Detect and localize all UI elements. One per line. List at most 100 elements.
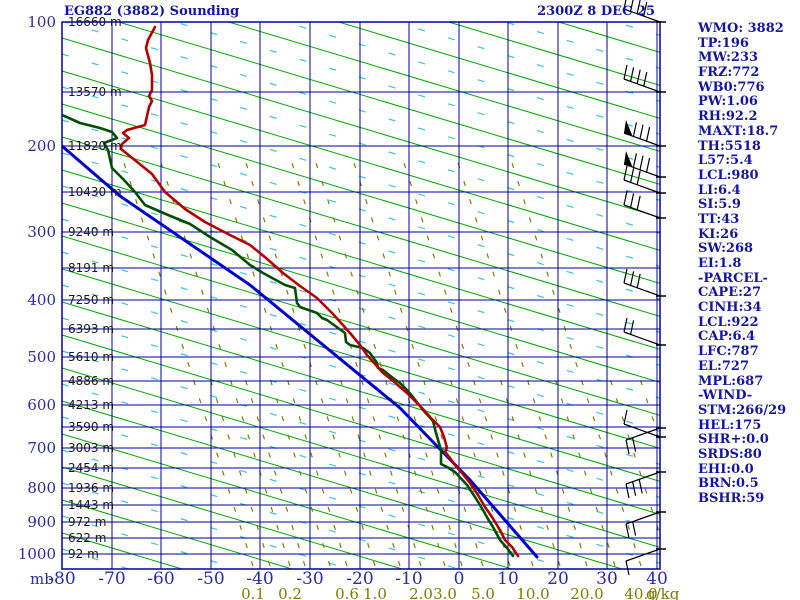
height-label: 4886 m [68, 374, 115, 388]
height-label: 92 m [68, 547, 99, 561]
stat-line: CAPE:27 [698, 285, 762, 301]
stat-line: PW:1.06 [698, 94, 758, 110]
stat-line: FRZ:772 [698, 65, 760, 81]
stat-line: EI:1.8 [698, 256, 742, 271]
stat-line: -WIND- [698, 388, 753, 404]
height-label: 16660 m [68, 15, 122, 29]
wind-barb-column [623, 0, 666, 576]
wind-barb [623, 190, 666, 219]
stat-line: WMO: 3882 [698, 21, 784, 36]
stat-line: LCL:922 [698, 314, 759, 330]
height-label: 4213 m [68, 398, 115, 412]
wind-barb [625, 427, 666, 455]
wind-barb [623, 120, 666, 147]
mixing-ratio-tick-label: 20.0 [570, 585, 604, 600]
stat-line: SI:5.9 [698, 197, 741, 213]
wind-barb [623, 165, 666, 194]
wind-barb [623, 0, 666, 23]
stat-line: SW:268 [698, 241, 754, 257]
temperature-tick-label: -80 [48, 569, 76, 589]
mixing-ratio-tick-label: 5.0 [471, 585, 495, 600]
pressure-unit-label: mb [30, 570, 54, 588]
stats-panel: WMO: 3882 TP:196 MW:233 FRZ:772 WB0:776 PW:1.… [698, 21, 787, 507]
wind-barb [623, 64, 666, 93]
chart-datetime: 2300Z 8 DEC 25 [537, 4, 655, 19]
stat-line: BRN:0.5 [698, 476, 759, 492]
stat-line: TP:196 [698, 35, 749, 51]
mixing-ratio-tick-label: 40.0 [624, 585, 658, 600]
stat-line: WB0:776 [698, 79, 765, 95]
height-label: 1443 m [68, 498, 115, 512]
height-label: 1936 m [68, 481, 115, 495]
stat-line: STM:266/29 [698, 402, 787, 418]
height-label: 7250 m [68, 293, 115, 307]
temperature-tick-label: 30 [596, 569, 618, 589]
pressure-tick-label: 900 [27, 513, 56, 531]
mixing-ratio-tick-label: 10.0 [516, 585, 550, 600]
height-label: 13570 m [68, 85, 122, 99]
stat-line: MW:233 [698, 50, 759, 66]
temperature-tick-label: 0 [453, 569, 465, 589]
temperature-tick-label: -70 [98, 569, 126, 589]
wind-barb [623, 268, 666, 297]
mixing-ratio-unit-label: g/kg [646, 585, 680, 600]
pressure-tick-label: 700 [27, 439, 56, 457]
mixing-ratio-tick-label: 3.0 [433, 585, 457, 600]
stat-line: LCL:980 [698, 167, 759, 183]
wind-barb [623, 151, 666, 178]
stat-line: EL:727 [698, 358, 749, 374]
stat-line: MAXT:18.7 [698, 123, 779, 139]
pressure-tick-label: 300 [27, 223, 56, 241]
temperature-tick-label: 10 [497, 569, 519, 589]
stat-line: BSHR:59 [698, 491, 765, 506]
stat-line: LI:6.4 [698, 182, 741, 198]
pressure-tick-label: 800 [27, 479, 56, 497]
stat-line: LFC:787 [698, 344, 759, 360]
pressure-tick-label: 1000 [17, 545, 56, 563]
stat-line: -PARCEL- [698, 270, 768, 286]
mixing-ratio-tick-label: 0.1 [241, 585, 265, 600]
height-label: 9240 m [68, 225, 115, 239]
height-label: 3003 m [68, 441, 115, 455]
height-label: 972 m [68, 515, 107, 529]
pressure-tick-label: 500 [27, 348, 56, 366]
stat-line: SHR+:0.0 [698, 432, 769, 448]
pressure-tick-label: 400 [27, 291, 56, 309]
parcel-trace [62, 144, 539, 559]
height-label: 2454 m [68, 461, 115, 475]
pressure-tick-label: 600 [27, 396, 56, 414]
wind-barb [625, 548, 666, 576]
height-label: 5610 m [68, 350, 115, 364]
temperature-tick-label: -50 [197, 569, 225, 589]
mixing-ratio-tick-label: 0.6 [335, 585, 359, 600]
wind-barb [623, 409, 666, 438]
pressure-tick-label: 100 [27, 13, 56, 31]
wind-barb [623, 317, 666, 346]
temperature-tick-label: -10 [395, 569, 423, 589]
temperature-trace [119, 25, 520, 558]
height-label: 622 m [68, 531, 107, 545]
wind-barb [625, 471, 666, 499]
temperature-tick-label: -30 [296, 569, 324, 589]
temperature-tick-label: -20 [346, 569, 374, 589]
stat-line: TT:43 [698, 211, 740, 227]
chart-title: EG882 (3882) Sounding [64, 4, 240, 19]
height-label: 10430 m [68, 185, 122, 199]
height-label: 11820 m [68, 139, 122, 153]
pressure-tick-label: 200 [27, 137, 56, 155]
temperature-tick-label: -40 [246, 569, 274, 589]
temperature-tick-label: 40 [646, 569, 668, 589]
stat-line: L57:5.4 [698, 153, 753, 169]
wind-barb [625, 511, 666, 539]
stat-line: HEL:175 [698, 417, 762, 433]
stat-line: SRDS:80 [698, 446, 762, 462]
height-label: 6393 m [68, 322, 115, 336]
mixing-ratio-tick-label: 2.0 [409, 585, 433, 600]
stat-line: MPL:687 [698, 373, 764, 389]
stat-line: TH:5518 [698, 138, 761, 154]
temperature-tick-label: 20 [547, 569, 569, 589]
temperature-tick-label: -60 [147, 569, 175, 589]
dewpoint-trace [62, 113, 515, 558]
mixing-ratio-tick-label: 0.2 [278, 585, 302, 600]
